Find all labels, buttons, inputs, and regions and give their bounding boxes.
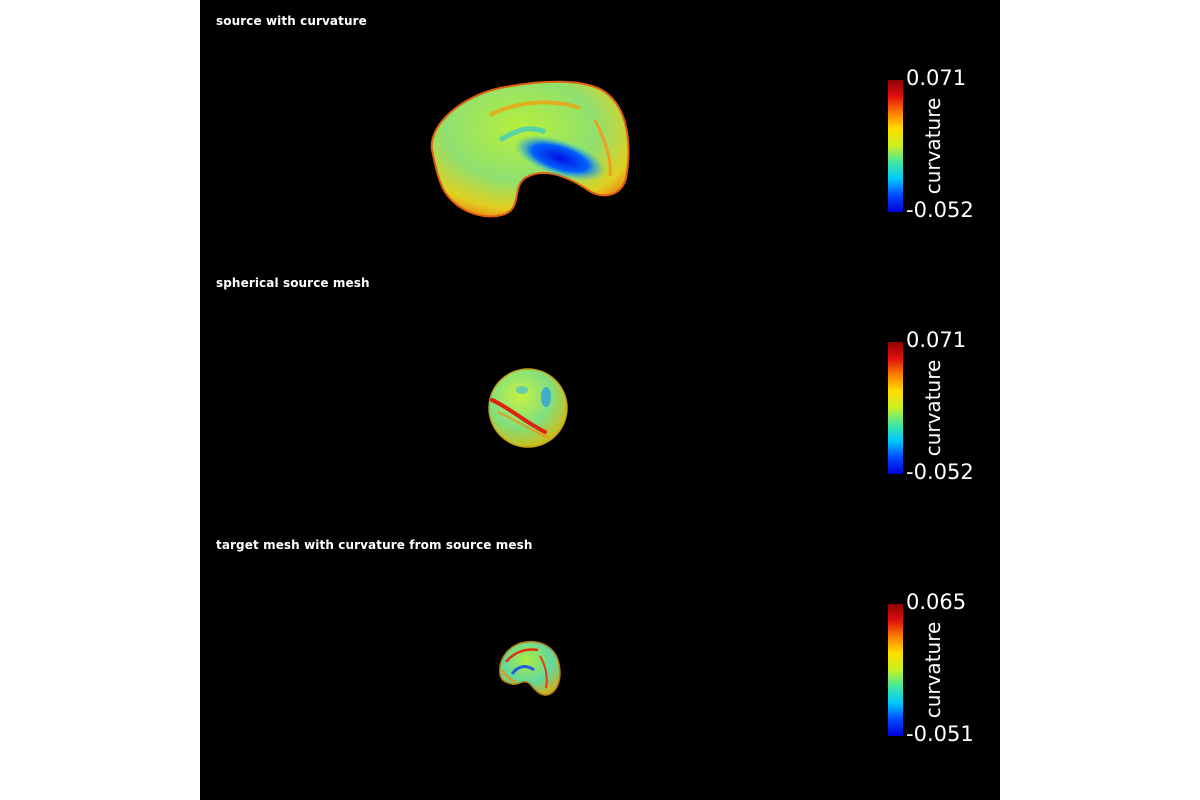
colorbar-title: curvature <box>921 359 945 457</box>
panel-source-with-curvature: source with curvature <box>200 0 1000 262</box>
colorbar <box>888 342 903 474</box>
sulcus-stripe <box>498 126 546 143</box>
panel-title: spherical source mesh <box>216 276 370 290</box>
curvature-spot <box>541 387 551 407</box>
panel-title: target mesh with curvature from source m… <box>216 538 533 552</box>
colorbar <box>888 604 903 736</box>
colorbar-max-label: 0.071 <box>906 328 967 352</box>
curvature-band <box>490 398 547 434</box>
colorbar-title: curvature <box>921 97 945 195</box>
sulcus-stripe <box>510 665 535 675</box>
colorbar-max-label: 0.071 <box>906 66 967 90</box>
sulcus-stripe <box>501 669 517 683</box>
colorbar-max-label: 0.065 <box>906 590 967 614</box>
colorbar-title: curvature <box>921 621 945 719</box>
brain-surface-mesh[interactable] <box>200 0 1000 262</box>
colorbar-min-label: -0.052 <box>906 460 974 484</box>
curvature-band <box>497 411 551 439</box>
sulcus-stripe <box>539 655 548 689</box>
curvature-spot <box>516 386 528 394</box>
colorbar-min-label: -0.052 <box>906 198 974 222</box>
sulcus-stripe <box>593 119 612 177</box>
panel-target-mesh: target mesh with curvature from source m… <box>200 524 1000 786</box>
sphere-surface <box>488 368 568 448</box>
panel-spherical-source-mesh: spherical source mesh 0.071 -0.052 curva… <box>200 262 1000 524</box>
panel-title: source with curvature <box>216 14 367 28</box>
sphere-mesh[interactable] <box>200 262 1000 524</box>
target-brain-mesh[interactable] <box>200 524 1000 786</box>
sulcus-stripe <box>489 100 581 117</box>
medial-wall-region <box>514 135 606 181</box>
colorbar-min-label: -0.051 <box>906 722 974 746</box>
sulcus-stripe <box>505 648 539 663</box>
render-viewport[interactable]: source with curvature <box>200 0 1000 800</box>
colorbar <box>888 80 903 212</box>
